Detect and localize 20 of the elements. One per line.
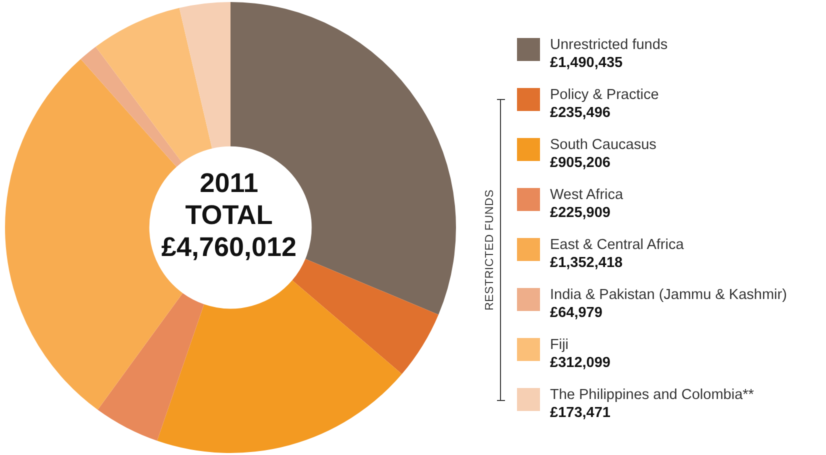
legend-label: East & Central Africa	[550, 236, 684, 254]
legend-label: South Caucasus	[550, 136, 656, 154]
legend-label: Unrestricted funds	[550, 36, 668, 54]
data-label: £905,206	[550, 154, 612, 172]
legend-label: The Philippines and Colombia**	[550, 386, 754, 404]
data-label: £1,352,418	[550, 254, 624, 272]
legend-label: West Africa	[550, 186, 624, 204]
text: £4,760,012	[160, 231, 298, 263]
legend-label: Policy & Practice	[550, 86, 659, 104]
data-label: £312,099	[550, 354, 610, 372]
data-label: £64,979	[550, 304, 604, 322]
text: 2011	[198, 167, 260, 199]
text: TOTAL	[184, 199, 274, 231]
legend-label: India & Pakistan (Jammu & Kashmir)	[550, 286, 787, 304]
data-label: £173,471	[550, 404, 612, 422]
data-label: £235,496	[550, 104, 612, 122]
data-label: £1,490,435	[550, 54, 624, 72]
text: RESTRICTED FUNDS	[484, 189, 496, 311]
legend-label: Fiji	[550, 336, 570, 354]
data-label: £225,909	[550, 204, 612, 222]
